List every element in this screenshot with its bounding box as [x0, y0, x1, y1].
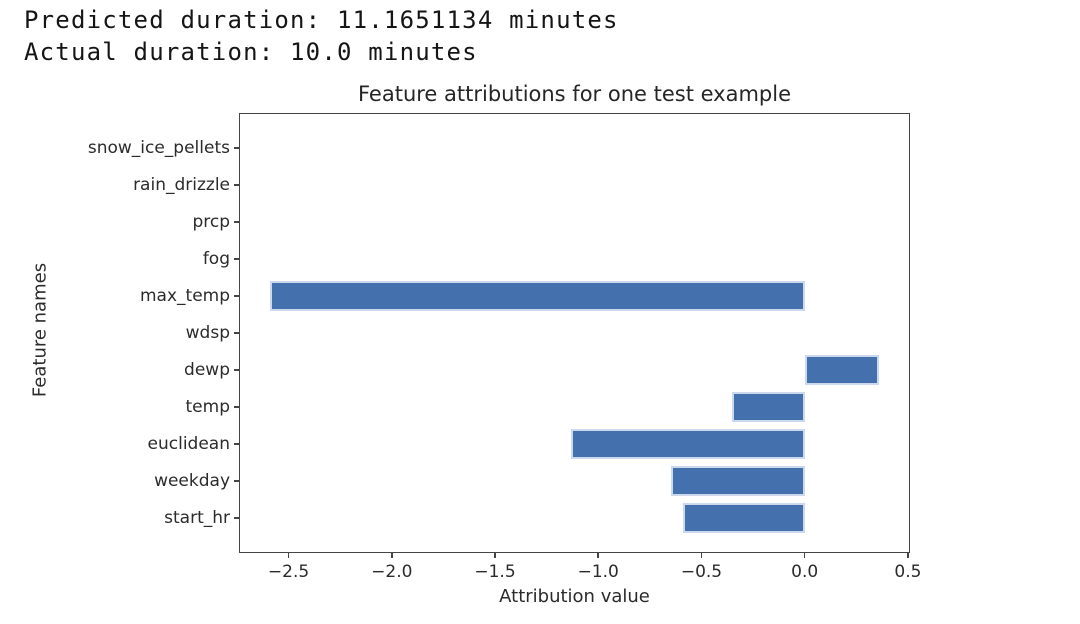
- y-tick-label-rain_drizzle: rain_drizzle: [133, 175, 230, 195]
- y-tick-label-euclidean: euclidean: [147, 434, 230, 454]
- predicted-duration-line: Predicted duration: 11.1651134 minutes: [24, 6, 619, 34]
- x-tick-label: −2.5: [267, 562, 310, 582]
- y-tick-mark: [234, 295, 239, 297]
- bar-start_hr: [682, 503, 805, 533]
- y-tick-mark: [234, 147, 239, 149]
- y-tick-mark: [234, 369, 239, 371]
- y-tick-label-snow_ice_pellets: snow_ice_pellets: [87, 138, 230, 158]
- bar-temp: [732, 392, 805, 422]
- x-tick-label: −1.5: [474, 562, 516, 582]
- x-tick-mark: [597, 553, 599, 558]
- y-tick-label-dewp: dewp: [184, 360, 230, 380]
- y-tick-label-weekday: weekday: [154, 471, 230, 491]
- x-tick-mark: [907, 553, 909, 558]
- y-tick-label-max_temp: max_temp: [139, 286, 230, 306]
- x-tick-label: −0.5: [680, 562, 723, 582]
- x-tick-mark: [803, 553, 806, 558]
- y-tick-mark: [234, 258, 239, 260]
- y-tick-mark: [234, 443, 239, 445]
- chart-title: Feature attributions for one test exampl…: [357, 82, 791, 106]
- prediction-summary: Predicted duration: 11.1651134 minutes A…: [24, 4, 619, 68]
- bar-dewp: [804, 355, 880, 385]
- x-axis-label: Attribution value: [499, 586, 650, 607]
- y-tick-label-start_hr: start_hr: [164, 508, 230, 528]
- y-tick-mark: [234, 480, 239, 482]
- y-axis-label: Feature names: [29, 262, 51, 398]
- y-tick-label-wdsp: wdsp: [185, 323, 230, 343]
- y-tick-mark: [234, 517, 239, 519]
- x-tick-mark: [700, 553, 703, 558]
- x-tick-mark: [494, 553, 496, 558]
- x-tick-mark: [391, 553, 393, 558]
- x-tick-label: 0.5: [894, 562, 922, 582]
- actual-duration-line: Actual duration: 10.0 minutes: [24, 38, 478, 66]
- x-tick-label: 0.0: [791, 562, 819, 582]
- y-tick-label-fog: fog: [202, 249, 230, 269]
- x-tick-mark: [287, 553, 290, 558]
- bar-weekday: [670, 466, 805, 496]
- y-tick-mark: [234, 406, 239, 408]
- bar-euclidean: [571, 429, 805, 459]
- x-tick-label: −1.0: [577, 562, 619, 582]
- y-tick-mark: [234, 332, 239, 334]
- y-tick-label-prcp: prcp: [192, 212, 230, 232]
- y-tick-mark: [234, 221, 239, 223]
- bar-max_temp: [269, 281, 805, 311]
- y-tick-mark: [234, 184, 239, 186]
- y-tick-label-temp: temp: [185, 397, 230, 417]
- x-tick-label: −2.0: [371, 562, 413, 582]
- plot-area: [239, 113, 910, 553]
